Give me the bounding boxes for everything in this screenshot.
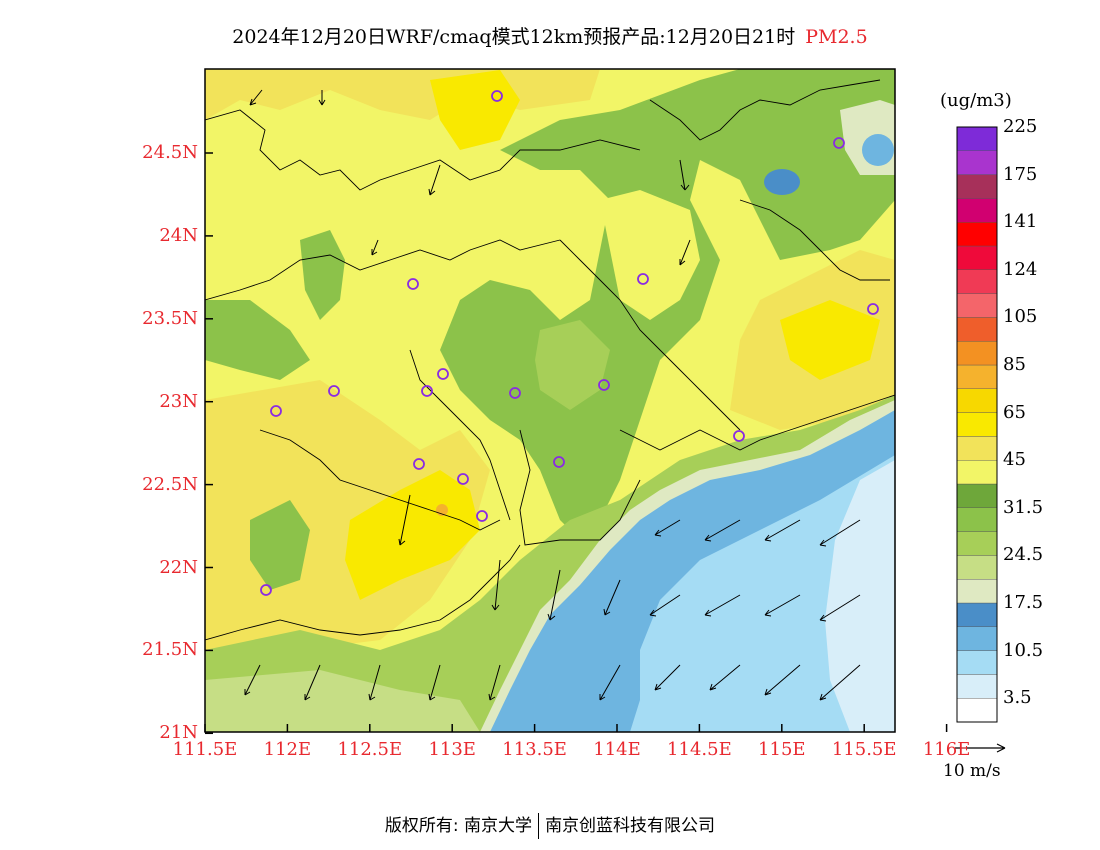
legend-unit: (ug/m3) [940, 90, 1012, 111]
y-tick-label: 24N [159, 224, 198, 246]
colorbar-swatch [956, 341, 998, 366]
wind-reference-arrow [955, 743, 1006, 753]
wind-vectors [244, 89, 861, 701]
colorbar-level-label: 85 [1003, 354, 1026, 375]
colorbar-swatch [956, 626, 998, 651]
y-tick-label: 23N [159, 390, 198, 412]
field-band-65-north [430, 70, 520, 150]
colorbar-swatch [956, 698, 998, 723]
colorbar-swatch [956, 174, 998, 199]
x-tick-label: 112.5E [337, 739, 403, 760]
colorbar-swatch [956, 531, 998, 556]
colorbar-level-label: 3.5 [1003, 687, 1032, 709]
colorbar [956, 126, 998, 723]
x-tick-label: 114E [593, 739, 641, 760]
field-band-65-east [780, 300, 880, 380]
colorbar-level-label: 105 [1003, 306, 1038, 328]
colorbar-swatch [956, 221, 998, 247]
copyright-left: 版权所有: 南京大学 [384, 816, 533, 836]
colorbar-swatch [956, 269, 998, 294]
y-tick-label: 23.5N [142, 307, 198, 329]
colorbar-swatch [956, 555, 998, 580]
wind-reference-label: 10 m/s [943, 761, 1001, 781]
x-tick-label: 116E [922, 739, 971, 760]
admin-boundaries [205, 79, 895, 641]
y-tick-label: 21N [159, 722, 198, 744]
x-tick-label: 114.5E [667, 739, 732, 760]
colorbar-swatch [956, 388, 998, 413]
y-tick-label: 22.5N [142, 473, 198, 495]
colorbar-swatch [956, 436, 998, 461]
x-tick-label: 115E [758, 739, 806, 760]
copyright-right: 南京创蓝科技有限公司 [545, 816, 716, 836]
map-frame [204, 68, 896, 733]
axis-ticks [204, 152, 948, 735]
x-tick-label: 113E [428, 739, 476, 760]
ocean-band-10-ne [862, 134, 894, 166]
concentration-field [205, 69, 895, 732]
colorbar-swatch [956, 507, 998, 532]
colorbar-level-label: 17.5 [1003, 592, 1044, 613]
colorbar-swatch [956, 198, 998, 223]
colorbar-swatch [956, 293, 998, 318]
colorbar-frame [956, 126, 998, 723]
colorbar-swatch [956, 150, 998, 175]
title-pollutant: PM2.5 [805, 26, 868, 48]
field-band-24-inner [535, 320, 610, 410]
y-tick-label: 24.5N [142, 142, 198, 163]
y-tick-label: 22N [159, 556, 198, 578]
colorbar-level-label: 225 [1003, 116, 1038, 137]
field-band-31-west [205, 300, 310, 380]
colorbar-swatch [956, 650, 998, 675]
x-tick-label: 111.5E [172, 739, 238, 760]
x-tick-label: 112E [263, 739, 312, 760]
colorbar-swatch [956, 460, 998, 485]
field-band-24-southwest [205, 670, 480, 732]
colorbar-level-label: 141 [1003, 211, 1038, 233]
x-tick-label: 113.5E [502, 739, 567, 760]
copyright-footer: 版权所有: 南京大学 南京创蓝科技有限公司 [0, 811, 1100, 839]
colorbar-level-label: 175 [1003, 163, 1038, 185]
footer-divider [538, 813, 540, 839]
lake-reservoir [764, 169, 800, 195]
monitor-stations [260, 90, 879, 596]
y-tick-label: 21.5N [142, 639, 198, 661]
colorbar-level-label: 31.5 [1003, 496, 1044, 518]
colorbar-swatch [956, 483, 998, 508]
colorbar-swatch [956, 602, 998, 627]
field-band-65-south [345, 470, 480, 600]
colorbar-level-label: 24.5 [1003, 544, 1044, 566]
field-band-31-sw [250, 500, 310, 590]
field-band-31-hill [300, 230, 345, 320]
field-band-45-inner [600, 190, 700, 320]
colorbar-level-label: 10.5 [1003, 639, 1044, 661]
colorbar-level-label: 65 [1003, 401, 1026, 423]
colorbar-swatch [956, 245, 998, 270]
colorbar-swatch [956, 579, 998, 604]
map-title: 2024年12月20日WRF/cmaq模式12km预报产品:12月20日21时 P… [0, 22, 1100, 49]
ocean-band-clean [825, 460, 895, 732]
colorbar-swatch [956, 412, 998, 437]
colorbar-level-label: 124 [1003, 258, 1038, 280]
colorbar-swatch [956, 364, 998, 389]
colorbar-swatch [956, 126, 998, 151]
colorbar-swatch [956, 317, 998, 342]
x-tick-label: 115.5E [831, 739, 897, 760]
colorbar-level-label: 45 [1003, 449, 1026, 471]
colorbar-swatch [956, 674, 998, 699]
title-main: 2024年12月20日WRF/cmaq模式12km预报产品:12月20日21时 [232, 26, 796, 48]
